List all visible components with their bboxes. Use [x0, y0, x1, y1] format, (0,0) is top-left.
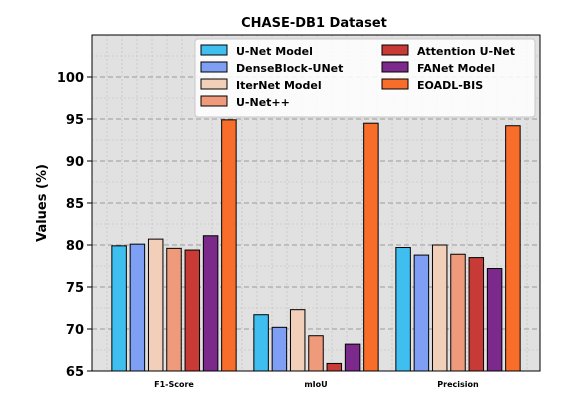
- bar-iternet-model-miou: [289, 309, 306, 372]
- legend-label: U-Net Model: [236, 45, 313, 58]
- legend: U-Net Model DenseBlock-UNet IterNet Model U…: [194, 38, 536, 118]
- bar-u-net-model-miou: [253, 314, 269, 372]
- x-tick-label: Precision: [437, 380, 479, 389]
- legend-item-fanet-model: FANet Model: [381, 61, 495, 75]
- y-tick-label: 70: [66, 323, 84, 338]
- y-tick-label: 95: [66, 113, 84, 128]
- bar-u-net-model-f1-score: [111, 245, 127, 372]
- bar-attention-u-net-precision: [468, 257, 485, 372]
- bar-fanet-model-precision: [486, 268, 503, 372]
- legend-swatch: [381, 44, 409, 56]
- legend-swatch: [200, 95, 228, 107]
- legend-swatch: [381, 61, 409, 73]
- legend-label: EOADL-BIS: [417, 79, 483, 92]
- bar-eoadl-bis-miou: [363, 122, 379, 372]
- x-tick-label: F1-Score: [154, 380, 194, 389]
- y-tick-label: 100: [57, 71, 84, 86]
- y-tick-label: 90: [66, 155, 84, 170]
- bar-iternet-model-precision: [431, 244, 448, 372]
- legend-label: DenseBlock-UNet: [236, 62, 343, 75]
- legend-swatch: [381, 78, 409, 90]
- legend-label: U-Net++: [236, 96, 290, 109]
- x-axis-ticks: F1-Score mIoU Precision: [154, 380, 479, 389]
- bar-denseblock-unet-miou: [271, 326, 288, 372]
- y-tick-label: 80: [66, 239, 84, 254]
- bar-fanet-model-miou: [344, 343, 361, 372]
- legend-box: [194, 38, 536, 118]
- bar-fanet-model-f1-score: [202, 235, 219, 372]
- legend-swatch: [200, 61, 228, 73]
- y-tick-label: 85: [66, 197, 84, 212]
- legend-item-denseblock-unet: DenseBlock-UNet: [200, 61, 343, 75]
- bar-eoadl-bis-f1-score: [221, 119, 237, 372]
- legend-item-eoadl-bis: EOADL-BIS: [381, 78, 483, 92]
- legend-swatch: [200, 44, 228, 56]
- bar-eoadl-bis-precision: [505, 125, 521, 372]
- legend-item-u-net: U-Net++: [200, 95, 290, 109]
- bar-denseblock-unet-f1-score: [129, 243, 146, 372]
- y-tick-label: 75: [66, 281, 84, 296]
- legend-item-attention-u-net: Attention U-Net: [381, 44, 515, 58]
- legend-item-iternet-model: IterNet Model: [200, 78, 322, 92]
- bar-u-net-miou: [308, 335, 324, 372]
- y-tick-label: 65: [66, 365, 84, 380]
- bar-iternet-model-f1-score: [147, 238, 164, 372]
- bar-u-net-precision: [450, 253, 466, 372]
- bar-u-net-f1-score: [166, 247, 182, 372]
- bar-attention-u-net-miou: [326, 362, 343, 372]
- bar-u-net-model-precision: [395, 247, 411, 372]
- x-tick-label: mIoU: [304, 380, 327, 389]
- bar-denseblock-unet-precision: [413, 254, 430, 372]
- legend-label: FANet Model: [417, 62, 495, 75]
- chart-title: CHASE-DB1 Dataset: [241, 16, 387, 31]
- bar-attention-u-net-f1-score: [184, 249, 201, 372]
- y-axis-label: Values (%): [35, 164, 50, 242]
- legend-label: Attention U-Net: [417, 45, 515, 58]
- legend-label: IterNet Model: [236, 79, 322, 92]
- legend-item-u-net-model: U-Net Model: [200, 44, 313, 58]
- y-axis-ticks: 65 70 75 80 85 90 95 100: [57, 71, 92, 380]
- bars: [111, 119, 521, 372]
- legend-swatch: [200, 78, 228, 90]
